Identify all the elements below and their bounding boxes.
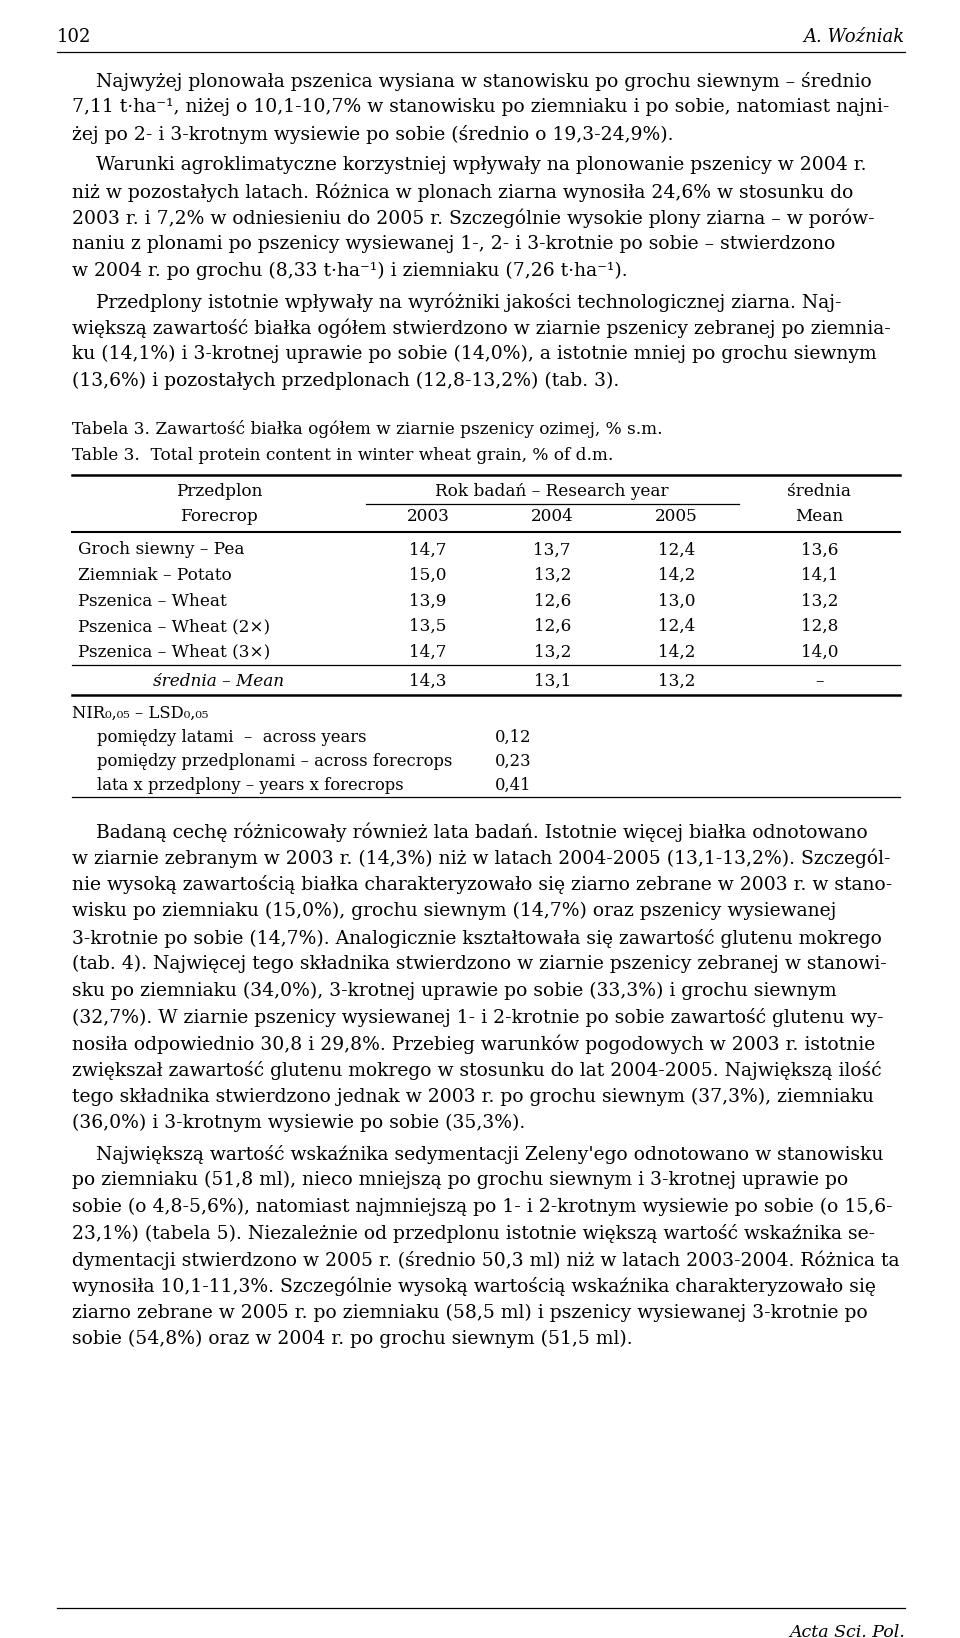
Text: pomiędzy latami  –  across years: pomiędzy latami – across years <box>97 729 367 745</box>
Text: 2003 r. i 7,2% w odniesieniu do 2005 r. Szczególnie wysokie plony ziarna – w por: 2003 r. i 7,2% w odniesieniu do 2005 r. … <box>72 208 875 228</box>
Text: Forecrop: Forecrop <box>180 508 258 526</box>
Text: Pszenica – Wheat: Pszenica – Wheat <box>78 593 227 609</box>
Text: Przedplony istotnie wpływały na wyróżniki jakości technologicznej ziarna. Naj-: Przedplony istotnie wpływały na wyróżnik… <box>72 292 842 311</box>
Text: 13,1: 13,1 <box>534 673 571 690</box>
Text: wynosiła 10,1-11,3%. Szczególnie wysoką wartością wskaźnika charakteryzowało się: wynosiła 10,1-11,3%. Szczególnie wysoką … <box>72 1278 876 1297</box>
Text: 0,12: 0,12 <box>495 729 532 745</box>
Text: 14,2: 14,2 <box>658 644 695 660</box>
Text: 13,5: 13,5 <box>409 618 446 636</box>
Text: 13,0: 13,0 <box>658 593 695 609</box>
Text: Pszenica – Wheat (3×): Pszenica – Wheat (3×) <box>78 644 271 660</box>
Text: –: – <box>815 673 824 690</box>
Text: 0,23: 0,23 <box>495 752 532 770</box>
Text: dymentacji stwierdzono w 2005 r. (średnio 50,3 ml) niż w latach 2003-2004. Różni: dymentacji stwierdzono w 2005 r. (średni… <box>72 1250 900 1269</box>
Text: 14,1: 14,1 <box>801 567 838 585</box>
Text: sobie (o 4,8-5,6%), natomiast najmniejszą po 1- i 2-krotnym wysiewie po sobie (o: sobie (o 4,8-5,6%), natomiast najmniejsz… <box>72 1197 893 1215</box>
Text: 2005: 2005 <box>655 508 698 526</box>
Text: A. Woźniak: A. Woźniak <box>804 28 905 46</box>
Text: Przedplon: Przedplon <box>176 483 262 500</box>
Text: NIR₀,₀₅ – LSD₀,₀₅: NIR₀,₀₅ – LSD₀,₀₅ <box>72 704 208 721</box>
Text: 14,7: 14,7 <box>409 542 446 559</box>
Text: lata x przedplony – years x forecrops: lata x przedplony – years x forecrops <box>97 776 403 793</box>
Text: 2004: 2004 <box>531 508 574 526</box>
Text: 13,2: 13,2 <box>534 567 571 585</box>
Text: średnia – Mean: średnia – Mean <box>154 673 284 690</box>
Text: 12,4: 12,4 <box>658 618 695 636</box>
Text: w 2004 r. po grochu (8,33 t·ha⁻¹) i ziemniaku (7,26 t·ha⁻¹).: w 2004 r. po grochu (8,33 t·ha⁻¹) i ziem… <box>72 262 628 280</box>
Text: Badaną cechę różnicowały również lata badań. Istotnie więcej białka odnotowano: Badaną cechę różnicowały również lata ba… <box>72 822 868 842</box>
Text: (36,0%) i 3-krotnym wysiewie po sobie (35,3%).: (36,0%) i 3-krotnym wysiewie po sobie (3… <box>72 1114 525 1132</box>
Text: 15,0: 15,0 <box>409 567 446 585</box>
Text: po ziemniaku (51,8 ml), nieco mniejszą po grochu siewnym i 3-krotnej uprawie po: po ziemniaku (51,8 ml), nieco mniejszą p… <box>72 1171 849 1189</box>
Text: 102: 102 <box>57 28 91 46</box>
Text: Najwyżej plonowała pszenica wysiana w stanowisku po grochu siewnym – średnio: Najwyżej plonowała pszenica wysiana w st… <box>72 72 872 92</box>
Text: pomiędzy przedplonami – across forecrops: pomiędzy przedplonami – across forecrops <box>97 752 452 770</box>
Text: sobie (54,8%) oraz w 2004 r. po grochu siewnym (51,5 ml).: sobie (54,8%) oraz w 2004 r. po grochu s… <box>72 1330 633 1348</box>
Text: nie wysoką zawartością białka charakteryzowało się ziarno zebrane w 2003 r. w st: nie wysoką zawartością białka charaktery… <box>72 875 892 894</box>
Text: 13,7: 13,7 <box>534 542 571 559</box>
Text: sku po ziemniaku (34,0%), 3-krotnej uprawie po sobie (33,3%) i grochu siewnym: sku po ziemniaku (34,0%), 3-krotnej upra… <box>72 981 836 999</box>
Text: Acta Sci. Pol.: Acta Sci. Pol. <box>789 1623 905 1638</box>
Text: Table 3.  Total protein content in winter wheat grain, % of d.m.: Table 3. Total protein content in winter… <box>72 447 613 464</box>
Text: tego składnika stwierdzono jednak w 2003 r. po grochu siewnym (37,3%), ziemniaku: tego składnika stwierdzono jednak w 2003… <box>72 1088 874 1106</box>
Text: (tab. 4). Najwięcej tego składnika stwierdzono w ziarnie pszenicy zebranej w sta: (tab. 4). Najwięcej tego składnika stwie… <box>72 955 887 973</box>
Text: niż w pozostałych latach. Różnica w plonach ziarna wynosiła 24,6% w stosunku do: niż w pozostałych latach. Różnica w plon… <box>72 182 853 201</box>
Text: (32,7%). W ziarnie pszenicy wysiewanej 1- i 2-krotnie po sobie zawartość glutenu: (32,7%). W ziarnie pszenicy wysiewanej 1… <box>72 1007 883 1027</box>
Text: 13,2: 13,2 <box>801 593 838 609</box>
Text: 12,8: 12,8 <box>801 618 838 636</box>
Text: 0,41: 0,41 <box>495 776 532 793</box>
Text: 14,3: 14,3 <box>409 673 446 690</box>
Text: 2003: 2003 <box>407 508 449 526</box>
Text: Groch siewny – Pea: Groch siewny – Pea <box>78 542 245 559</box>
Text: 23,1%) (tabela 5). Niezależnie od przedplonu istotnie większą wartość wskaźnika : 23,1%) (tabela 5). Niezależnie od przedp… <box>72 1224 876 1243</box>
Text: 12,4: 12,4 <box>658 542 695 559</box>
Text: średnia: średnia <box>787 483 852 500</box>
Text: Pszenica – Wheat (2×): Pszenica – Wheat (2×) <box>78 618 270 636</box>
Text: Rok badań – Research year: Rok badań – Research year <box>436 483 669 500</box>
Text: większą zawartość białka ogółem stwierdzono w ziarnie pszenicy zebranej po ziemn: większą zawartość białka ogółem stwierdz… <box>72 318 891 337</box>
Text: żej po 2- i 3-krotnym wysiewie po sobie (średnio o 19,3-24,9%).: żej po 2- i 3-krotnym wysiewie po sobie … <box>72 124 674 144</box>
Text: 14,0: 14,0 <box>801 644 838 660</box>
Text: (13,6%) i pozostałych przedplonach (12,8-13,2%) (tab. 3).: (13,6%) i pozostałych przedplonach (12,8… <box>72 372 619 390</box>
Text: 13,9: 13,9 <box>409 593 446 609</box>
Text: 14,2: 14,2 <box>658 567 695 585</box>
Text: zwiększał zawartość glutenu mokrego w stosunku do lat 2004-2005. Największą iloś: zwiększał zawartość glutenu mokrego w st… <box>72 1061 881 1079</box>
Text: 13,2: 13,2 <box>534 644 571 660</box>
Text: Warunki agroklimatyczne korzystniej wpływały na plonowanie pszenicy w 2004 r.: Warunki agroklimatyczne korzystniej wpły… <box>72 156 867 174</box>
Text: w ziarnie zebranym w 2003 r. (14,3%) niż w latach 2004-2005 (13,1-13,2%). Szczeg: w ziarnie zebranym w 2003 r. (14,3%) niż… <box>72 848 891 868</box>
Text: ku (14,1%) i 3-krotnej uprawie po sobie (14,0%), a istotnie mniej po grochu siew: ku (14,1%) i 3-krotnej uprawie po sobie … <box>72 346 876 364</box>
Text: Ziemniak – Potato: Ziemniak – Potato <box>78 567 231 585</box>
Text: naniu z plonami po pszenicy wysiewanej 1-, 2- i 3-krotnie po sobie – stwierdzono: naniu z plonami po pszenicy wysiewanej 1… <box>72 234 835 252</box>
Text: 13,2: 13,2 <box>658 673 695 690</box>
Text: 14,7: 14,7 <box>409 644 446 660</box>
Text: 7,11 t·ha⁻¹, niżej o 10,1-10,7% w stanowisku po ziemniaku i po sobie, natomiast : 7,11 t·ha⁻¹, niżej o 10,1-10,7% w stanow… <box>72 98 889 116</box>
Text: 12,6: 12,6 <box>534 593 571 609</box>
Text: Mean: Mean <box>795 508 844 526</box>
Text: 12,6: 12,6 <box>534 618 571 636</box>
Text: nosiła odpowiednio 30,8 i 29,8%. Przebieg warunków pogodowych w 2003 r. istotnie: nosiła odpowiednio 30,8 i 29,8%. Przebie… <box>72 1035 876 1053</box>
Text: 13,6: 13,6 <box>801 542 838 559</box>
Text: 3-krotnie po sobie (14,7%). Analogicznie kształtowała się zawartość glutenu mokr: 3-krotnie po sobie (14,7%). Analogicznie… <box>72 929 882 947</box>
Text: Największą wartość wskaźnika sedymentacji Zeleny'ego odnotowano w stanowisku: Największą wartość wskaźnika sedymentacj… <box>72 1145 883 1163</box>
Text: wisku po ziemniaku (15,0%), grochu siewnym (14,7%) oraz pszenicy wysiewanej: wisku po ziemniaku (15,0%), grochu siewn… <box>72 903 836 921</box>
Text: ziarno zebrane w 2005 r. po ziemniaku (58,5 ml) i pszenicy wysiewanej 3-krotnie : ziarno zebrane w 2005 r. po ziemniaku (5… <box>72 1304 868 1322</box>
Text: Tabela 3. Zawartość białka ogółem w ziarnie pszenicy ozimej, % s.m.: Tabela 3. Zawartość białka ogółem w ziar… <box>72 419 662 437</box>
